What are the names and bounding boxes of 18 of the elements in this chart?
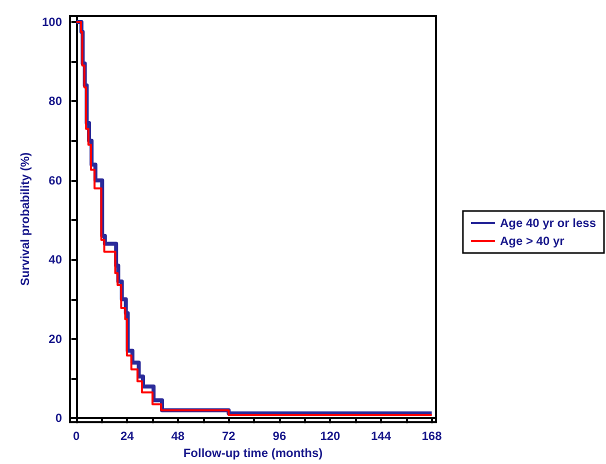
- y-tick-label: 80: [48, 94, 62, 108]
- x-tick-label: 168: [422, 429, 442, 444]
- x-tick-label: 48: [171, 429, 185, 444]
- x-tick-label: 96: [272, 429, 286, 444]
- x-tick-label: 120: [320, 429, 341, 444]
- x-tick-label: 24: [120, 429, 134, 444]
- y-tick-label: 60: [48, 173, 62, 188]
- y-axis-title: Survival probability (%): [18, 152, 32, 286]
- x-axis-title: Follow-up time (months): [183, 446, 323, 460]
- legend-label: Age 40 yr or less: [500, 216, 596, 230]
- x-tick-label: 0: [73, 429, 80, 444]
- y-tick-label: 100: [42, 14, 62, 29]
- y-tick-label: 0: [55, 411, 62, 426]
- x-tick-label: 144: [370, 429, 392, 444]
- y-tick-label: 40: [48, 252, 62, 267]
- legend-label: Age > 40 yr: [500, 234, 565, 248]
- y-tick-label: 20: [48, 332, 62, 346]
- x-tick-label: 72: [222, 429, 236, 444]
